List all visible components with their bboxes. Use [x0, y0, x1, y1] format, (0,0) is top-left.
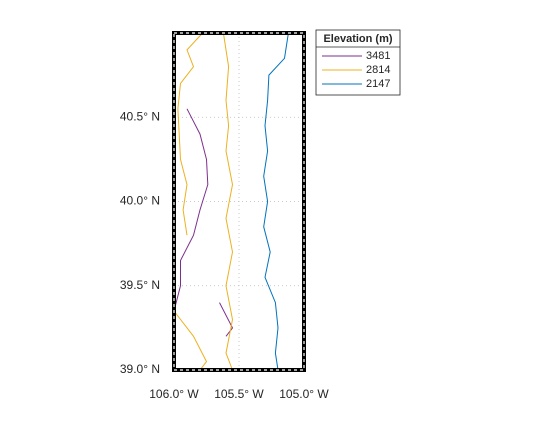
y-tick-label: 39.5° N	[120, 278, 160, 292]
legend-label: 2147	[366, 78, 390, 90]
legend-label: 2814	[366, 64, 390, 76]
legend-title: Elevation (m)	[323, 33, 392, 45]
y-tick-label: 39.0° N	[120, 362, 160, 376]
contour-line	[173, 32, 234, 371]
contour-line	[263, 32, 289, 371]
x-tick-label: 105.5° W	[214, 387, 264, 401]
y-tick-label: 40.0° N	[120, 194, 160, 208]
contour-line	[173, 108, 234, 337]
legend-label: 3481	[366, 50, 390, 62]
x-tick-label: 106.0° W	[149, 387, 199, 401]
x-tick-label: 105.0° W	[279, 387, 329, 401]
y-tick-label: 40.5° N	[120, 109, 160, 123]
map-frame	[172, 31, 306, 372]
